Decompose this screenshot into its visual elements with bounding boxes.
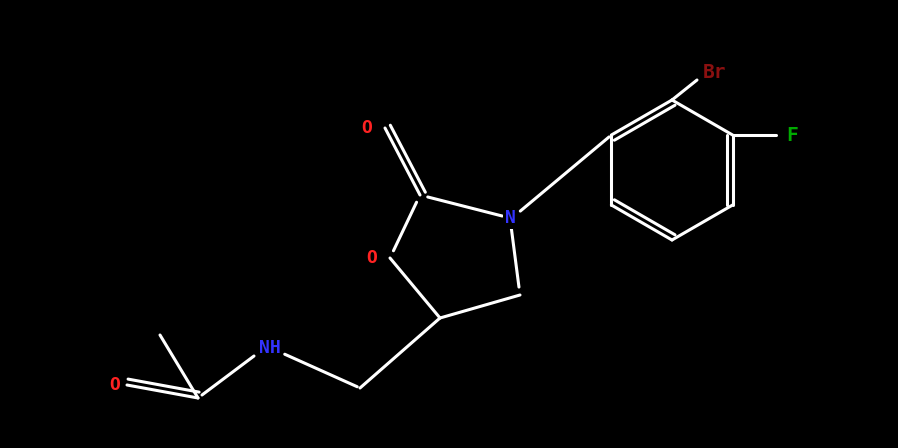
Text: F: F <box>787 125 798 145</box>
Text: N: N <box>505 209 515 227</box>
Text: O: O <box>366 249 377 267</box>
Text: O: O <box>362 119 373 137</box>
Text: O: O <box>110 376 120 394</box>
Text: Br: Br <box>703 63 726 82</box>
Text: NH: NH <box>260 339 281 357</box>
